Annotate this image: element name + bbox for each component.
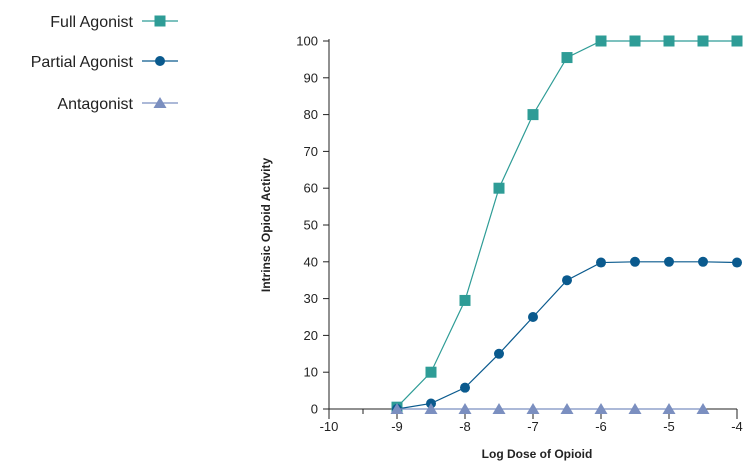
x-tick-label: -7 [527,419,539,434]
data-point [697,35,709,47]
data-point [595,35,607,47]
y-tick-label: 60 [304,181,318,196]
y-tick-label: 20 [304,328,318,343]
data-point [424,403,438,414]
data-point [560,403,574,414]
data-point [492,403,506,414]
legend-label: Full Agonist [50,14,133,31]
x-tick-label: -10 [320,419,339,434]
data-point [629,35,641,47]
data-point [459,294,471,306]
legend-marker [154,15,166,27]
x-tick-label: -8 [459,419,471,434]
data-point [425,366,437,378]
x-tick-label: -5 [663,419,675,434]
data-point [460,382,470,393]
data-point [731,35,743,47]
y-tick-label: 90 [304,70,318,85]
data-point [732,257,742,268]
y-tick-label: 40 [304,254,318,269]
x-tick-label: -6 [595,419,607,434]
data-point [494,348,504,359]
data-point [698,256,708,267]
series-triangle [390,403,710,414]
x-axis-title: Log Dose of Opioid [482,447,593,461]
y-tick-label: 100 [296,34,318,49]
axes: 0 10 20 30 40 50 60 70 80 90 100 -10 -9 -8 -7 -6 -5 -4 [296,34,742,435]
y-tick-label: 10 [304,365,318,380]
data-point [630,256,640,267]
data-point [458,403,472,414]
data-point [561,52,573,64]
data-point [527,109,539,121]
series-line [396,40,737,408]
y-tick-label: 0 [311,402,318,417]
y-tick-label: 50 [304,218,318,233]
data-point [628,403,642,414]
data-point [663,35,675,47]
series-circle [392,256,742,414]
data-point [596,257,606,268]
data-point [390,403,404,414]
legend-label: Antagonist [57,96,133,113]
y-tick-label: 70 [304,144,318,159]
data-point [528,312,538,322]
legend: Full Agonist Partial Agonist Antagonist [31,14,178,113]
y-tick-label: 30 [304,291,318,306]
legend-marker [153,97,167,108]
x-tick-label: -4 [731,419,743,434]
data-point [526,403,540,414]
x-tick-label: -9 [391,419,403,434]
series-square [391,35,743,413]
data-point [662,403,676,414]
data-point [696,403,710,414]
y-tick-label: 80 [304,107,318,122]
data-point [493,182,505,194]
series-layer [390,35,743,414]
y-axis-title: Intrinsic Opioid Activity [259,158,273,293]
legend-label: Partial Agonist [31,54,134,71]
data-point [594,403,608,414]
legend-marker [155,56,165,66]
data-point [562,275,572,286]
data-point [664,256,674,267]
